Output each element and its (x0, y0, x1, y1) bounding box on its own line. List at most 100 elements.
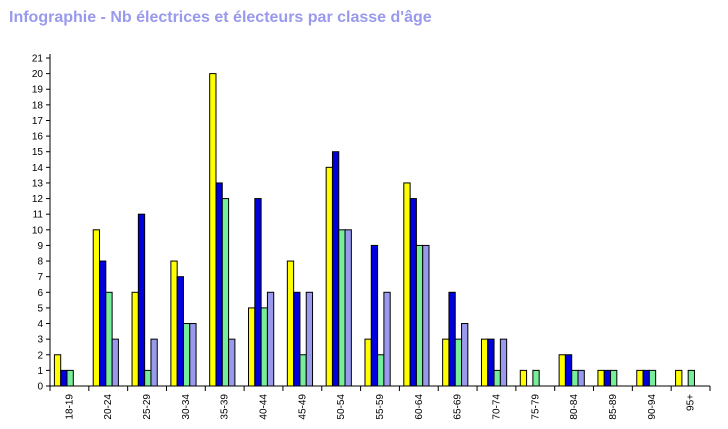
x-tick-label-30-34: 30-34 (181, 394, 192, 420)
y-tick-label: 9 (37, 241, 43, 252)
y-tick-label: 21 (32, 54, 44, 65)
x-tick-label-18-19: 18-19 (64, 394, 75, 420)
x-tick-label-95+: 95+ (686, 394, 697, 411)
bar-65-69-series-1 (442, 338, 450, 387)
bar-55-59-series-2 (370, 244, 379, 387)
bar-50-54-series-2 (331, 151, 340, 387)
y-tick-label: 10 (32, 225, 44, 236)
bar-90-94-series-2 (642, 369, 650, 387)
bar-80-84-series-4 (577, 369, 585, 387)
bar-65-69-series-3 (454, 338, 463, 387)
x-tick-label-35-39: 35-39 (220, 394, 231, 420)
x-tick-label-80-84: 80-84 (569, 394, 580, 420)
bar-30-34-series-3 (182, 323, 191, 387)
bar-55-59-series-1 (364, 338, 372, 387)
bar-65-69-series-2 (448, 291, 456, 387)
bar-55-59-series-4 (383, 291, 391, 387)
bar-50-54-series-4 (344, 229, 352, 387)
bar-70-74-series-3 (493, 369, 501, 387)
x-tick-label-70-74: 70-74 (491, 394, 502, 420)
bar-65-69-series-4 (461, 323, 469, 387)
bar-40-44-series-3 (260, 307, 268, 387)
bar-80-84-series-1 (558, 354, 566, 387)
bar-20-24-series-4 (111, 338, 119, 387)
bar-35-39-series-4 (228, 338, 236, 387)
bar-70-74-series-1 (480, 338, 489, 387)
y-tick-label: 18 (32, 100, 44, 111)
y-tick-label: 19 (32, 85, 44, 96)
x-tick-label-60-64: 60-64 (414, 394, 425, 420)
bar-30-34-series-1 (170, 260, 178, 387)
bar-20-24-series-3 (105, 291, 113, 387)
x-tick-label-20-24: 20-24 (103, 394, 114, 420)
x-tick-label-45-49: 45-49 (297, 394, 308, 420)
x-tick-label-40-44: 40-44 (259, 394, 270, 420)
bar-25-29-series-4 (150, 338, 158, 387)
bar-40-44-series-2 (254, 198, 262, 387)
x-tick-label-25-29: 25-29 (142, 394, 153, 420)
bar-55-59-series-3 (377, 354, 385, 387)
bar-35-39-series-3 (221, 198, 230, 387)
bar-75-79-series-1 (519, 369, 528, 387)
y-tick-label: 4 (37, 319, 43, 330)
bar-60-64-series-3 (415, 244, 424, 387)
x-tick-label-75-79: 75-79 (530, 394, 541, 420)
bar-95+-series-1 (675, 369, 683, 387)
y-tick-label: 15 (32, 147, 44, 158)
bar-85-89-series-3 (610, 369, 618, 387)
y-tick-label: 16 (32, 132, 44, 143)
y-tick-label: 0 (37, 382, 43, 393)
bar-35-39-series-2 (215, 182, 223, 387)
bar-20-24-series-1 (92, 229, 101, 387)
bar-45-49-series-1 (286, 260, 295, 387)
bar-25-29-series-1 (131, 291, 139, 387)
x-tick-label-85-89: 85-89 (608, 394, 619, 420)
bar-25-29-series-2 (137, 213, 146, 387)
bar-85-89-series-2 (603, 369, 612, 387)
bar-90-94-series-1 (636, 369, 644, 387)
y-tick-label: 6 (37, 288, 43, 299)
bar-40-44-series-4 (266, 291, 275, 387)
bar-30-34-series-2 (176, 276, 184, 387)
y-tick-label: 2 (37, 350, 43, 361)
bar-18-19-series-2 (60, 369, 68, 387)
y-tick-label: 14 (32, 163, 44, 174)
bar-18-19-series-3 (66, 369, 74, 387)
y-tick-label: 11 (33, 210, 44, 221)
y-tick-label: 13 (32, 178, 44, 189)
y-tick-label: 3 (37, 335, 43, 346)
y-tick-label: 8 (37, 257, 43, 268)
bar-85-89-series-1 (597, 369, 605, 387)
bar-20-24-series-2 (99, 260, 107, 387)
bar-30-34-series-4 (189, 323, 197, 387)
bar-90-94-series-3 (648, 369, 657, 387)
y-tick-label: 1 (37, 366, 43, 377)
x-tick-label-65-69: 65-69 (453, 394, 464, 420)
x-tick-label-90-94: 90-94 (647, 394, 658, 420)
y-tick-label: 17 (32, 116, 44, 127)
bar-80-84-series-2 (564, 354, 573, 387)
bar-25-29-series-3 (144, 369, 152, 387)
bar-60-64-series-1 (403, 182, 411, 387)
bar-70-74-series-4 (499, 338, 508, 387)
bar-80-84-series-3 (571, 369, 579, 387)
bar-60-64-series-4 (422, 244, 430, 387)
x-tick-label-50-54: 50-54 (336, 394, 347, 420)
bar-50-54-series-3 (338, 229, 346, 387)
bar-45-49-series-3 (299, 354, 307, 387)
chart-title: Infographie - Nb électrices et électeurs… (9, 9, 432, 26)
x-tick-label-55-59: 55-59 (375, 394, 386, 420)
bar-40-44-series-1 (248, 307, 256, 387)
y-tick-label: 7 (37, 272, 43, 283)
bar-70-74-series-2 (487, 338, 495, 387)
y-tick-label: 20 (32, 69, 44, 80)
y-tick-label: 5 (37, 303, 43, 314)
y-tick-label: 12 (32, 194, 44, 205)
bar-18-19-series-1 (53, 354, 62, 387)
bar-60-64-series-2 (409, 198, 417, 387)
bar-45-49-series-2 (293, 291, 301, 387)
bar-75-79-series-3 (532, 369, 540, 387)
bar-35-39-series-1 (209, 73, 217, 387)
bar-50-54-series-1 (325, 166, 333, 387)
